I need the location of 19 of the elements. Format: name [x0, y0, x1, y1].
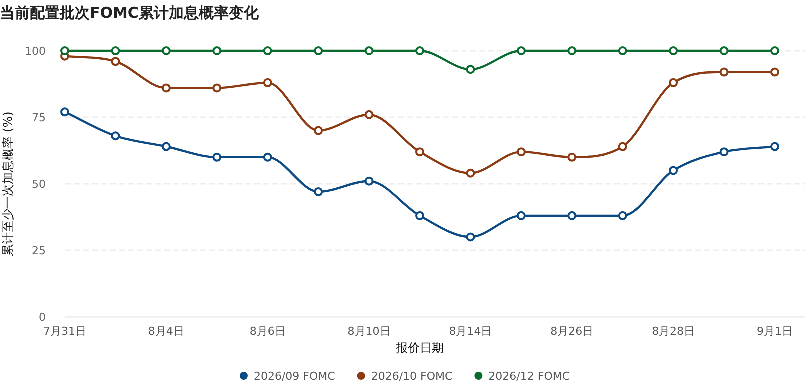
x-tick-label: 8月28日 [652, 325, 696, 338]
legend-label: 2026/12 FOMC [488, 370, 570, 383]
y-tick-label: 100 [25, 45, 46, 58]
x-tick-label: 8月6日 [250, 325, 286, 338]
x-tick-label: 8月4日 [148, 325, 184, 338]
x-tick-label: 8月14日 [449, 325, 492, 338]
y-tick-label: 75 [32, 112, 46, 124]
legend-label: 2026/10 FOMC [371, 370, 453, 383]
legend-label: 2026/09 FOMC [254, 370, 336, 383]
x-tick-label: 8月26日 [550, 325, 594, 338]
y-tick-label: 50 [32, 178, 46, 191]
x-tick-label: 8月10日 [348, 325, 391, 338]
chart-title: 当前配置批次FOMC累计加息概率变化 [0, 4, 260, 22]
x-tick-label: 9月1日 [757, 325, 793, 338]
x-axis-title: 报价日期 [395, 341, 444, 355]
y-tick-label: 25 [32, 244, 46, 258]
y-axis-title: 累计至少一次加息概率 (%) [1, 112, 15, 256]
x-tick-label: 7月31日 [44, 325, 86, 338]
y-tick-label: 0 [39, 311, 46, 324]
